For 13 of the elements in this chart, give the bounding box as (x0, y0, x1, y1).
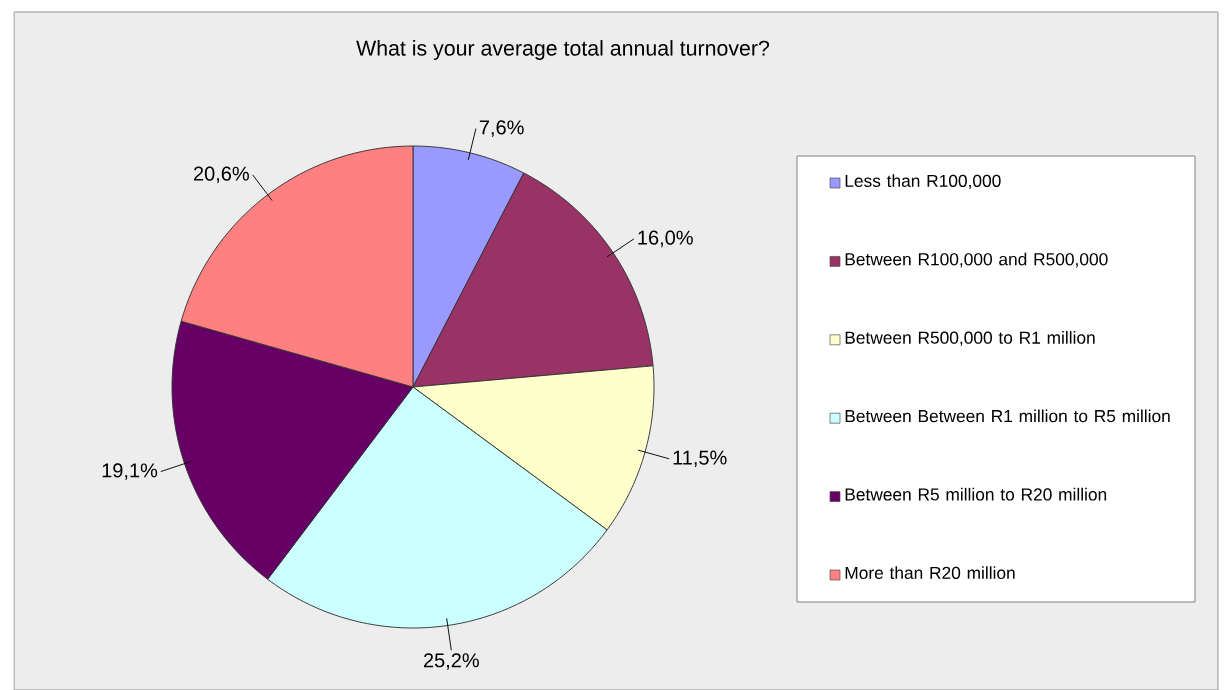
data-label: 16,0% (638, 230, 693, 247)
legend-label: Between R100,000 and R500,000 (845, 252, 1108, 268)
legend-label: Between Between R1 million to R5 million (845, 409, 1170, 422)
chart-title: What is your average total annual turnover? (356, 39, 770, 60)
legend-label: Between R5 million to R20 million (845, 487, 1107, 501)
legend-label: Less than R100,000 (845, 174, 1001, 189)
data-label: 25,2% (423, 652, 479, 670)
data-label: 19,1% (102, 463, 158, 480)
legend-label: More than R20 million (845, 566, 1015, 579)
data-label: 20,6% (193, 166, 249, 183)
data-label: 11,5% (673, 450, 727, 467)
legend-label: Between R500,000 to R1 million (845, 330, 1095, 346)
data-label: 7,6% (479, 120, 524, 137)
